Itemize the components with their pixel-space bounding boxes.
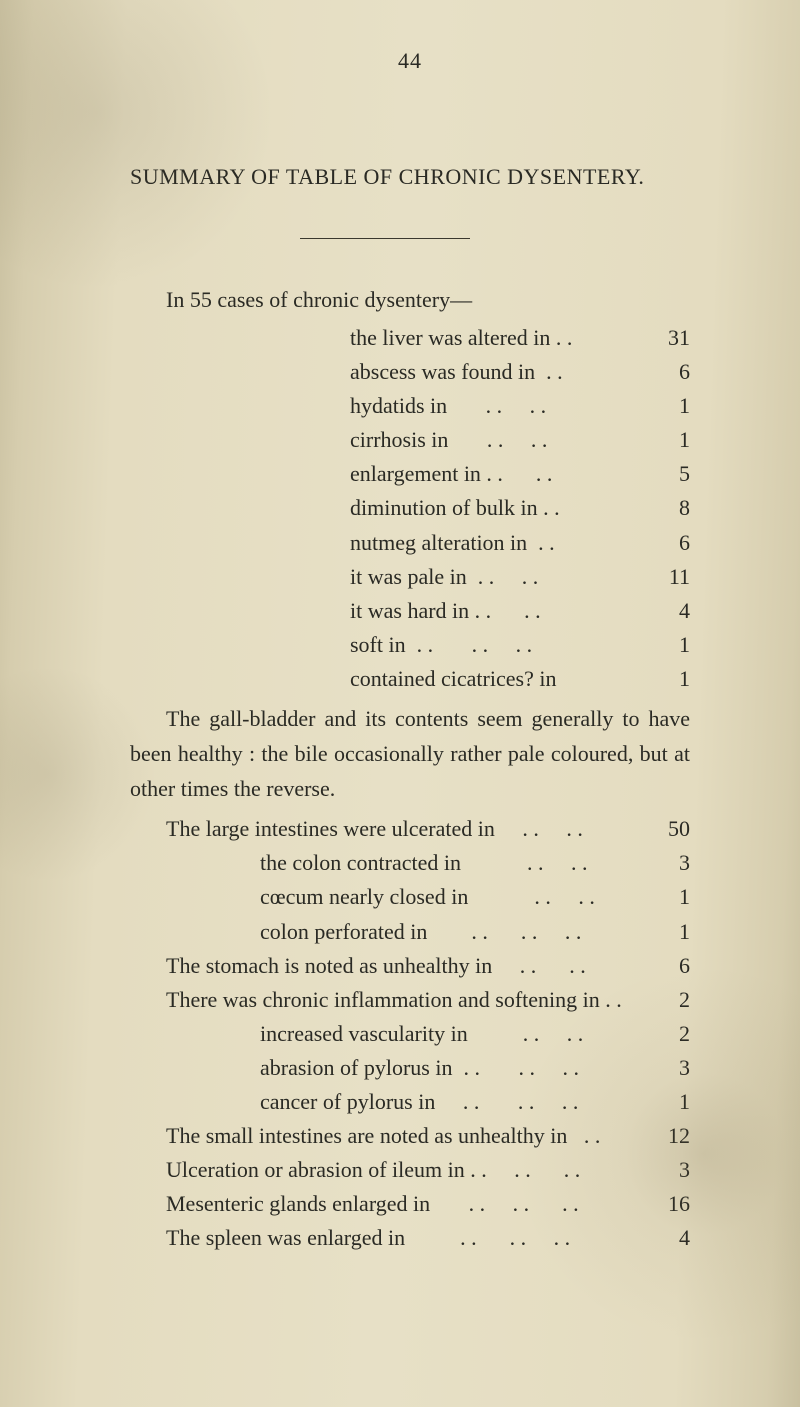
row-label: cancer of pylorus in . . . . . .	[130, 1085, 644, 1119]
row-label: The small intestines are noted as unheal…	[130, 1119, 644, 1153]
row-value: 6	[644, 949, 690, 983]
row-value: 4	[644, 1221, 690, 1255]
row-label: colon perforated in . . . . . .	[130, 915, 644, 949]
row-label: the colon contracted in . . . .	[130, 846, 644, 880]
page-number: 44	[130, 48, 690, 74]
row-label: diminution of bulk in . .	[130, 491, 644, 525]
row-value: 50	[644, 812, 690, 846]
liver-findings-list: the liver was altered in . . 31 abscess …	[130, 321, 690, 696]
row-label: abrasion of pylorus in . . . . . .	[130, 1051, 644, 1085]
table-row: the colon contracted in . . . . 3	[130, 846, 690, 880]
row-value: 6	[644, 355, 690, 389]
table-row: hydatids in . . . . 1	[130, 389, 690, 423]
row-value: 1	[644, 423, 690, 457]
row-label: cœcum nearly closed in . . . .	[130, 880, 644, 914]
title-rule-wrap	[130, 238, 690, 239]
table-row: it was hard in . . . . 4	[130, 594, 690, 628]
row-label: The spleen was enlarged in . . . . . .	[130, 1221, 644, 1255]
row-value: 1	[644, 880, 690, 914]
row-value: 8	[644, 491, 690, 525]
row-label: nutmeg alteration in . .	[130, 526, 644, 560]
row-value: 3	[644, 1153, 690, 1187]
row-value: 16	[644, 1187, 690, 1221]
row-label: contained cicatrices? in	[130, 662, 644, 696]
table-row: abrasion of pylorus in . . . . . . 3	[130, 1051, 690, 1085]
row-value: 12	[644, 1119, 690, 1153]
row-label: increased vascularity in . . . .	[130, 1017, 644, 1051]
table-row: it was pale in . . . . 11	[130, 560, 690, 594]
table-row: soft in . . . . . . 1	[130, 628, 690, 662]
row-label: cirrhosis in . . . .	[130, 423, 644, 457]
row-value: 2	[644, 983, 690, 1017]
table-row: the liver was altered in . . 31	[130, 321, 690, 355]
row-value: 5	[644, 457, 690, 491]
row-value: 1	[644, 628, 690, 662]
row-value: 3	[644, 846, 690, 880]
row-label: There was chronic inflammation and softe…	[130, 983, 644, 1017]
row-label: abscess was found in . .	[130, 355, 644, 389]
table-row: There was chronic inflammation and softe…	[130, 983, 690, 1017]
table-row: Mesenteric glands enlarged in . . . . . …	[130, 1187, 690, 1221]
row-label: hydatids in . . . .	[130, 389, 644, 423]
table-row: The spleen was enlarged in . . . . . . 4	[130, 1221, 690, 1255]
row-label: The large intestines were ulcerated in .…	[130, 812, 644, 846]
table-row: The stomach is noted as unhealthy in . .…	[130, 949, 690, 983]
row-value: 2	[644, 1017, 690, 1051]
table-row: cirrhosis in . . . . 1	[130, 423, 690, 457]
row-value: 11	[644, 560, 690, 594]
row-label: Mesenteric glands enlarged in . . . . . …	[130, 1187, 644, 1221]
row-value: 3	[644, 1051, 690, 1085]
title-rule	[300, 238, 470, 239]
row-value: 6	[644, 526, 690, 560]
table-row: abscess was found in . . 6	[130, 355, 690, 389]
lead-in-line: In 55 cases of chronic dysentery—	[166, 287, 690, 313]
row-value: 1	[644, 915, 690, 949]
row-label: it was pale in . . . .	[130, 560, 644, 594]
row-value: 4	[644, 594, 690, 628]
row-value: 1	[644, 662, 690, 696]
row-label: enlargement in . . . .	[130, 457, 644, 491]
table-row: The small intestines are noted as unheal…	[130, 1119, 690, 1153]
table-row: colon perforated in . . . . . . 1	[130, 915, 690, 949]
table-row: enlargement in . . . . 5	[130, 457, 690, 491]
table-row: contained cicatrices? in 1	[130, 662, 690, 696]
table-row: nutmeg alteration in . . 6	[130, 526, 690, 560]
table-row: diminution of bulk in . . 8	[130, 491, 690, 525]
table-row: The large intestines were ulcerated in .…	[130, 812, 690, 846]
row-value: 1	[644, 389, 690, 423]
scanned-page: 44 SUMMARY OF TABLE OF CHRONIC DYSENTERY…	[0, 0, 800, 1407]
table-row: increased vascularity in . . . . 2	[130, 1017, 690, 1051]
row-label: Ulceration or abrasion of ileum in . . .…	[130, 1153, 644, 1187]
row-value: 1	[644, 1085, 690, 1119]
row-label: The stomach is noted as unhealthy in . .…	[130, 949, 644, 983]
middle-paragraph: The gall-bladder and its contents seem g…	[130, 702, 690, 806]
row-label: it was hard in . . . .	[130, 594, 644, 628]
table-row: cœcum nearly closed in . . . . 1	[130, 880, 690, 914]
secondary-findings-list: The large intestines were ulcerated in .…	[130, 812, 690, 1255]
row-label: soft in . . . . . .	[130, 628, 644, 662]
row-label: the liver was altered in . .	[130, 321, 644, 355]
row-value: 31	[644, 321, 690, 355]
summary-title: SUMMARY OF TABLE OF CHRONIC DYSENTERY.	[130, 164, 690, 190]
table-row: Ulceration or abrasion of ileum in . . .…	[130, 1153, 690, 1187]
middle-paragraph-text: The gall-bladder and its contents seem g…	[130, 706, 690, 801]
table-row: cancer of pylorus in . . . . . . 1	[130, 1085, 690, 1119]
